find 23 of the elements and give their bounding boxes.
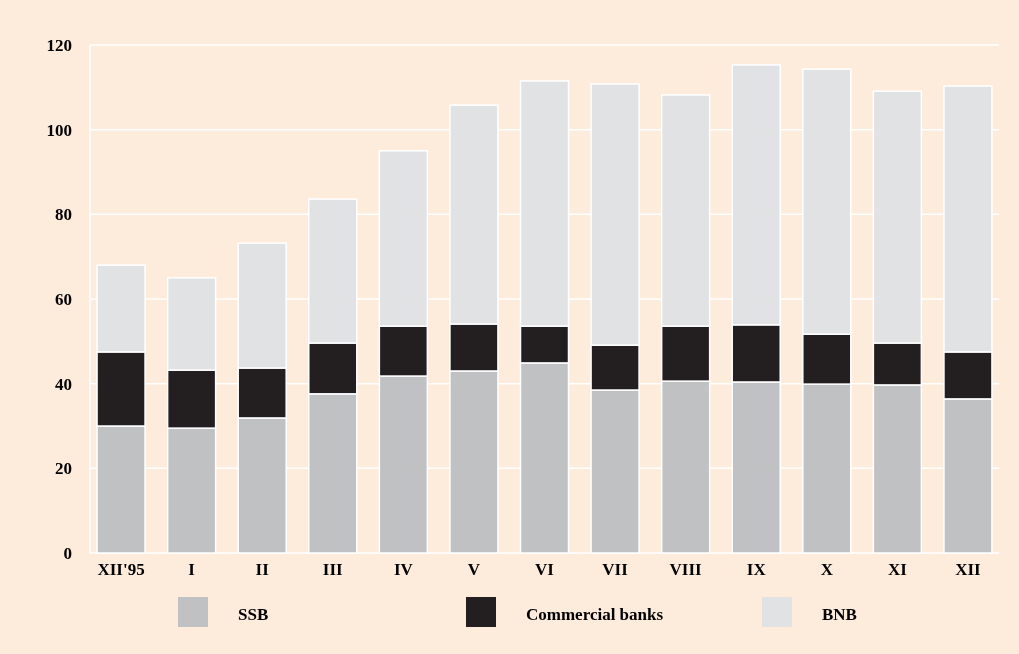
x-tick-label: XII'95 xyxy=(97,560,145,579)
legend-label: SSB xyxy=(238,604,269,624)
y-tick-label: 80 xyxy=(55,205,72,225)
x-tick-label: XI xyxy=(887,560,908,579)
y-tick-label: 0 xyxy=(63,543,72,563)
y-tick-label: 60 xyxy=(55,289,72,309)
y-tick-label: 120 xyxy=(46,35,72,55)
x-tick-label: VII xyxy=(602,560,629,579)
y-tick-label: 20 xyxy=(55,459,72,479)
x-tick-label: III xyxy=(322,560,344,579)
y-tick-label: 40 xyxy=(55,374,72,394)
y-tick-label: 100 xyxy=(46,120,72,140)
x-tick-label: V xyxy=(467,560,481,579)
x-tick-label: IX xyxy=(746,560,767,579)
legend-label: Commercial banks xyxy=(526,604,664,624)
x-tick-label: VI xyxy=(535,560,555,579)
legend-label: BNB xyxy=(822,604,857,624)
x-tick-label: IV xyxy=(393,560,414,579)
x-tick-label: XII xyxy=(955,560,982,579)
x-tick-label: I xyxy=(188,560,196,579)
x-tick-label: VIII xyxy=(669,560,703,579)
x-tick-label: II xyxy=(255,560,270,579)
x-tick-label: X xyxy=(820,560,834,579)
